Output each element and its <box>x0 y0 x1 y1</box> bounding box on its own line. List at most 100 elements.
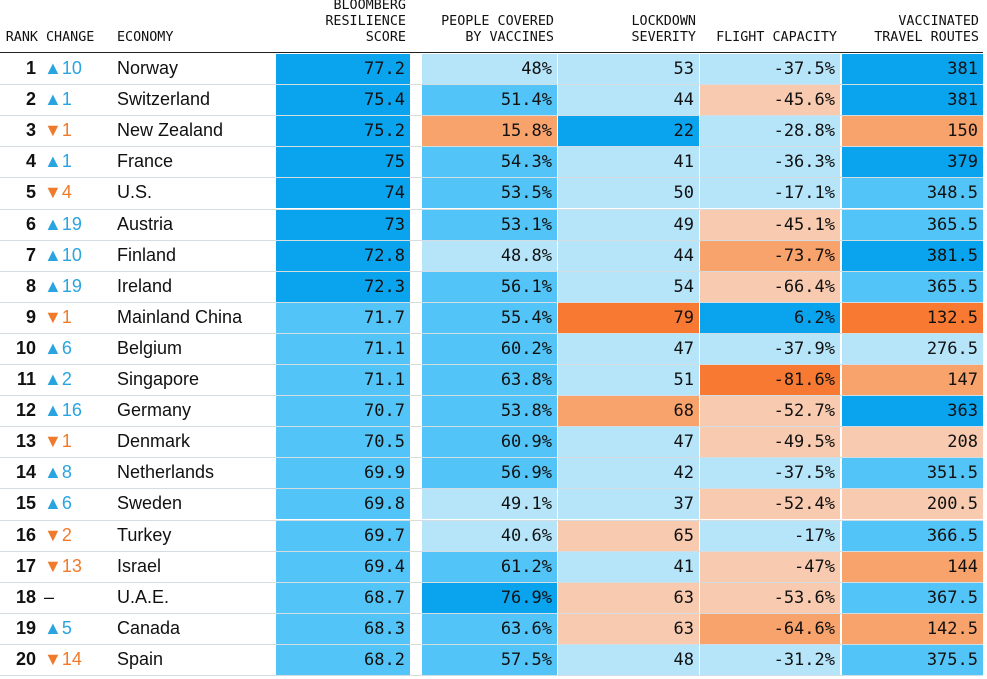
cell-lockdown-severity: 63 <box>558 582 699 613</box>
cell-lockdown-severity: 49 <box>558 209 699 240</box>
cell-resilience-score: 69.8 <box>276 489 410 520</box>
row-divider <box>0 426 983 428</box>
row-divider <box>0 84 983 86</box>
cell-lockdown-severity: 47 <box>558 427 699 458</box>
economy-cell: Norway <box>117 58 179 78</box>
table-row: 3 ▼1 New Zealand 75.2 15.8% 22 -28.8% 150 <box>0 115 987 147</box>
cell-people-covered-by-vaccines: 51.4% <box>422 85 557 116</box>
cell-vaccinated-travel-routes: 381 <box>842 54 983 84</box>
cell-lockdown-severity: 44 <box>558 85 699 116</box>
cell-people-covered-by-vaccines: 57.5% <box>422 644 557 675</box>
cell-vaccinated-travel-routes: 351.5 <box>842 458 983 489</box>
cell-flight-capacity: -45.1% <box>700 209 840 240</box>
cell-lockdown-severity: 41 <box>558 147 699 178</box>
economy-cell: Israel <box>117 555 162 576</box>
cell-people-covered-by-vaccines: 49.1% <box>422 489 557 520</box>
rank-cell: 14 <box>15 462 36 483</box>
rank-cell: 3 <box>25 120 36 141</box>
economy-cell: Belgium <box>117 337 183 358</box>
cell-flight-capacity: -73.7% <box>700 240 840 271</box>
economy-cell: Ireland <box>117 275 173 296</box>
rank-cell: 15 <box>15 493 36 514</box>
rank-cell: 19 <box>15 617 36 638</box>
cell-vaccinated-travel-routes: 132.5 <box>842 302 983 333</box>
cell-vaccinated-travel-routes: 379 <box>842 147 983 178</box>
cell-lockdown-severity: 54 <box>558 271 699 302</box>
rank-cell: 2 <box>25 89 36 110</box>
cell-resilience-score: 71.1 <box>276 365 410 395</box>
cell-vaccinated-travel-routes: 381 <box>842 85 983 116</box>
change-cell: ▲19 <box>44 275 82 296</box>
change-cell: ▼4 <box>44 182 72 203</box>
cell-people-covered-by-vaccines: 56.9% <box>422 458 557 489</box>
table-row: 1 ▲10 Norway 77.2 48% 53 -37.5% 381 <box>0 53 987 84</box>
cell-lockdown-severity: 53 <box>558 54 699 84</box>
cell-flight-capacity: -45.6% <box>700 85 840 116</box>
economy-cell: Turkey <box>117 524 172 545</box>
cell-vaccinated-travel-routes: 381.5 <box>842 240 983 271</box>
table-row: 2 ▲1 Switzerland 75.4 51.4% 44 -45.6% 381 <box>0 84 987 116</box>
table-row: 16 ▼2 Turkey 69.7 40.6% 65 -17% 366.5 <box>0 520 987 551</box>
economy-cell: Singapore <box>117 369 200 389</box>
cell-resilience-score: 75.4 <box>276 85 410 116</box>
header-vaccinated-travel-routes: VACCINATED TRAVEL ROUTES <box>874 14 979 45</box>
cell-flight-capacity: -52.4% <box>700 489 840 520</box>
row-divider <box>0 395 983 397</box>
economy-cell: France <box>117 151 174 172</box>
cell-people-covered-by-vaccines: 40.6% <box>422 520 557 551</box>
cell-flight-capacity: -66.4% <box>700 271 840 302</box>
cell-lockdown-severity: 51 <box>558 365 699 395</box>
cell-people-covered-by-vaccines: 63.8% <box>422 365 557 395</box>
row-divider <box>0 581 983 583</box>
cell-flight-capacity: -53.6% <box>700 582 840 613</box>
cell-lockdown-severity: 68 <box>558 396 699 427</box>
change-cell: ▼1 <box>44 120 72 141</box>
rank-cell: 20 <box>15 648 36 669</box>
cell-resilience-score: 75 <box>276 147 410 178</box>
rank-cell: 7 <box>25 244 36 265</box>
rank-cell: 17 <box>15 555 36 576</box>
cell-flight-capacity: -36.3% <box>700 147 840 178</box>
cell-resilience-score: 69.7 <box>276 520 410 551</box>
rank-cell: 16 <box>15 524 36 545</box>
table-row: 17 ▼13 Israel 69.4 61.2% 41 -47% 144 <box>0 551 987 582</box>
rank-cell: 6 <box>25 213 36 234</box>
header-resilience-score: BLOOMBERG RESILIENCE SCORE <box>325 0 406 45</box>
row-divider <box>0 364 983 365</box>
cell-lockdown-severity: 48 <box>558 644 699 675</box>
header-rank: RANK <box>5 30 38 45</box>
economy-cell: Switzerland <box>117 89 211 110</box>
rank-cell: 11 <box>16 369 36 389</box>
change-cell: ▼1 <box>44 431 72 452</box>
cell-people-covered-by-vaccines: 48% <box>422 54 557 84</box>
cell-resilience-score: 77.2 <box>276 54 410 84</box>
cell-vaccinated-travel-routes: 363 <box>842 396 983 427</box>
table-row: 13 ▼1 Denmark 70.5 60.9% 47 -49.5% 208 <box>0 426 987 458</box>
cell-people-covered-by-vaccines: 56.1% <box>422 271 557 302</box>
row-divider <box>0 675 983 676</box>
rank-cell: 10 <box>15 337 36 358</box>
header-lockdown-severity: LOCKDOWN SEVERITY <box>631 14 697 45</box>
cell-resilience-score: 75.2 <box>276 116 410 147</box>
cell-lockdown-severity: 22 <box>558 116 699 147</box>
cell-resilience-score: 71.7 <box>276 302 410 333</box>
change-cell: – <box>44 586 55 607</box>
cell-flight-capacity: -37.5% <box>700 458 840 489</box>
cell-resilience-score: 70.5 <box>276 427 410 458</box>
change-cell: ▲8 <box>44 462 72 483</box>
row-divider <box>0 519 983 521</box>
cell-flight-capacity: -64.6% <box>700 613 840 644</box>
economy-cell: Mainland China <box>117 306 243 327</box>
cell-lockdown-severity: 44 <box>558 240 699 271</box>
cell-lockdown-severity: 42 <box>558 458 699 489</box>
cell-resilience-score: 69.4 <box>276 551 410 582</box>
economy-cell: Finland <box>117 244 177 265</box>
economy-cell: Netherlands <box>117 462 215 483</box>
economy-cell: U.A.E. <box>117 586 170 607</box>
table-row: 6 ▲19 Austria 73 53.1% 49 -45.1% 365.5 <box>0 209 987 240</box>
cell-lockdown-severity: 37 <box>558 489 699 520</box>
cell-resilience-score: 68.7 <box>276 582 410 613</box>
rank-cell: 4 <box>25 151 36 172</box>
cell-flight-capacity: 6.2% <box>700 302 840 333</box>
economy-cell: Canada <box>117 617 181 638</box>
